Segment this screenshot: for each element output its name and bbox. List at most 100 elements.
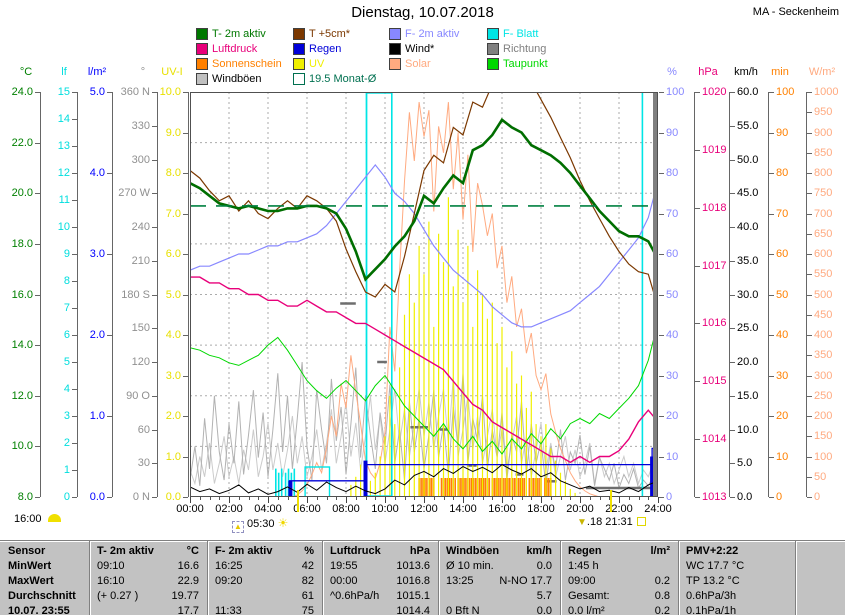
axis-line: [112, 92, 113, 497]
axis-tick-label: 10.0: [159, 86, 181, 98]
axis-tick-label: 4: [63, 383, 70, 395]
axis-unit: UV-I: [161, 66, 183, 78]
corner-time-label: 16:00: [14, 513, 42, 525]
axis-tick-label: 0: [814, 491, 821, 503]
cell-text: Ø 10 min.: [446, 559, 494, 572]
axis-unit: lf: [61, 66, 67, 78]
cell-text: TP 13.2 °C: [686, 574, 740, 587]
cell-value: 19.77: [171, 589, 199, 602]
axis-unit: min: [771, 66, 789, 78]
axis-tick: [183, 132, 188, 134]
axis-tick: [183, 254, 188, 255]
stats-table: Sensor T- 2m aktiv °C F- 2m aktiv% Luftdruck…: [0, 540, 845, 615]
sunrise-marker: [297, 490, 300, 512]
axis-tick: [659, 132, 664, 134]
axis-tick: [659, 92, 664, 93]
axis-line: [77, 92, 78, 497]
axis-tick: [695, 207, 700, 209]
time-label: 22:00: [605, 503, 633, 515]
cell-text: 09:20: [215, 574, 243, 587]
axis-tick: [730, 362, 735, 363]
axis-tick: [730, 328, 735, 330]
axis-tick: [107, 416, 112, 417]
axis-tick-label: 30.0: [737, 288, 759, 301]
axis-tick-label: 30: [137, 457, 150, 470]
axis-tick-label: 1.0: [89, 410, 105, 422]
axis-tick-label: 60: [776, 248, 789, 260]
axis-tick-label: 0: [666, 491, 673, 503]
axis-tick: [659, 375, 664, 377]
axis-tick: [695, 149, 700, 151]
table-cell: 0.6hPa/3h: [678, 588, 795, 603]
axis-tick-label: 1000: [814, 86, 839, 98]
cell-value: 17.7: [177, 604, 199, 615]
axis-unit: %: [667, 66, 677, 78]
legend-item: Taupunkt: [487, 56, 637, 71]
axis-tick-label: 8.0: [17, 491, 33, 503]
axis-tick-label: 20: [666, 410, 679, 422]
time-label: 20:00: [566, 503, 594, 515]
axis-tick: [35, 446, 40, 448]
time-tick: [346, 497, 347, 503]
legend-swatch-icon: [196, 42, 208, 55]
cell-text: Windböen: [446, 544, 500, 557]
axis-line: [806, 92, 807, 497]
axis-unit: °C: [19, 66, 33, 78]
time-label: 04:00: [254, 503, 282, 515]
axis-tick-label: 120: [131, 356, 150, 368]
column-separator: [89, 541, 91, 615]
time-label: 16:00: [488, 503, 516, 515]
axis-tick-label: 55.0: [737, 119, 759, 132]
table-cell: 09:10 16.6: [89, 558, 207, 573]
axis-tick-label: 500: [814, 288, 833, 301]
axis-tick-label: 0: [63, 491, 70, 503]
legend-label: T- 2m aktiv: [212, 27, 266, 40]
axis-tick-label: 5.0: [737, 457, 753, 470]
series-f-2m-aktiv: [190, 163, 658, 328]
row-label: 10.07. 23:55: [8, 604, 70, 615]
row-label: Durchschnitt: [8, 589, 76, 602]
axis-tick: [695, 265, 700, 267]
axis-tick: [769, 254, 774, 255]
axis-tick-label: 12.0: [11, 389, 33, 402]
legend-label: Richtung: [503, 42, 547, 55]
time-minor-tick: [336, 497, 338, 500]
sunrise-time: 05:30: [247, 518, 275, 530]
time-tick: [502, 497, 503, 503]
axis-tick-label: 11: [58, 194, 70, 206]
cell-text: 0.0 l/m²: [568, 604, 605, 615]
sunrise-icon: ▲: [232, 521, 244, 533]
axis-tick: [152, 328, 157, 330]
axis-tick-label: 150: [814, 430, 833, 443]
axis-tick-label: 3: [63, 410, 70, 422]
legend-item: F- Blatt: [487, 26, 637, 41]
legend-swatch-icon: [293, 27, 305, 40]
cell-value: 61: [301, 589, 314, 602]
axis-tick: [183, 213, 188, 215]
table-cell: [795, 543, 845, 558]
cell-value: 82: [301, 574, 314, 587]
series-wind: [190, 463, 658, 495]
time-minor-tick: [521, 497, 523, 500]
axis-tick: [35, 395, 40, 397]
axis-tick-label: 50: [666, 288, 679, 301]
cell-text: 1:45 h: [568, 559, 599, 572]
time-label: 18:00: [527, 503, 555, 515]
legend-item: Solar: [389, 56, 487, 71]
axis-tick-label: 35.0: [737, 254, 759, 267]
table-cell: F- 2m aktiv%: [207, 543, 322, 558]
axis-tick-label: 9.0: [165, 126, 181, 139]
axis-tick-label: 10: [666, 450, 679, 463]
row-label: Sensor: [8, 544, 46, 557]
cell-value: °C: [186, 544, 199, 557]
axis-tick: [659, 294, 664, 296]
table-cell: (+ 0.27 ) 19.77: [89, 588, 207, 603]
axis-tick: [695, 92, 700, 93]
time-minor-tick: [355, 497, 357, 500]
axis-tick: [695, 497, 700, 498]
table-cell: 0.0 l/m² 0.2: [560, 603, 678, 615]
cell-value: 1016.8: [396, 574, 430, 587]
axis-tick-label: 0.0: [165, 491, 181, 503]
table-cell: [795, 558, 845, 573]
legend-swatch-icon: [487, 27, 499, 40]
